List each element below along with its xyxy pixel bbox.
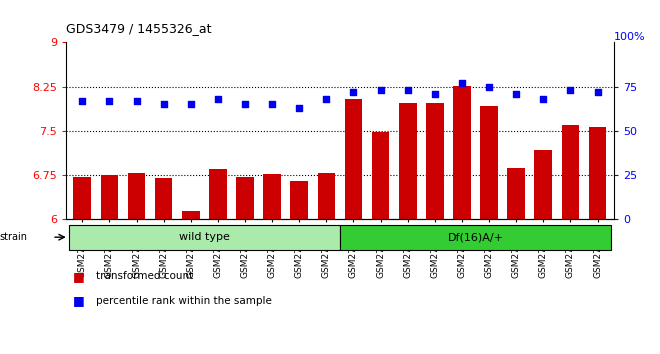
- Bar: [345, 98, 362, 219]
- Bar: [426, 103, 444, 219]
- Text: strain: strain: [0, 232, 27, 242]
- Bar: [290, 181, 308, 219]
- Bar: [236, 177, 254, 219]
- Bar: [453, 86, 471, 219]
- Bar: [317, 173, 335, 219]
- Text: ■: ■: [73, 270, 84, 282]
- Bar: [562, 125, 579, 219]
- Point: [592, 89, 603, 95]
- Point: [511, 91, 521, 97]
- Point: [457, 80, 467, 86]
- Bar: [399, 103, 416, 219]
- Text: 100%: 100%: [614, 33, 645, 42]
- Bar: [263, 174, 281, 219]
- Text: Df(16)A/+: Df(16)A/+: [447, 232, 504, 242]
- Point: [240, 102, 250, 107]
- Point: [430, 91, 440, 97]
- Text: percentile rank within the sample: percentile rank within the sample: [96, 296, 271, 306]
- Point: [158, 102, 169, 107]
- Bar: [100, 175, 118, 219]
- Bar: [127, 173, 145, 219]
- Text: wild type: wild type: [179, 232, 230, 242]
- Point: [538, 96, 548, 102]
- Point: [403, 87, 413, 93]
- Point: [321, 96, 331, 102]
- Bar: [182, 211, 199, 219]
- Bar: [69, 225, 340, 250]
- Point: [213, 96, 223, 102]
- Text: GDS3479 / 1455326_at: GDS3479 / 1455326_at: [66, 22, 211, 35]
- Point: [131, 98, 142, 104]
- Bar: [508, 167, 525, 219]
- Text: transformed count: transformed count: [96, 271, 193, 281]
- Point: [376, 87, 386, 93]
- Bar: [73, 177, 91, 219]
- Point: [104, 98, 115, 104]
- Bar: [535, 150, 552, 219]
- Bar: [209, 169, 226, 219]
- Point: [267, 102, 277, 107]
- Point: [77, 98, 88, 104]
- Bar: [340, 225, 611, 250]
- Bar: [589, 127, 607, 219]
- Point: [294, 105, 304, 111]
- Point: [565, 87, 576, 93]
- Bar: [372, 132, 389, 219]
- Point: [348, 89, 359, 95]
- Point: [185, 102, 196, 107]
- Bar: [480, 105, 498, 219]
- Bar: [155, 178, 172, 219]
- Text: ■: ■: [73, 295, 84, 307]
- Point: [484, 84, 494, 90]
